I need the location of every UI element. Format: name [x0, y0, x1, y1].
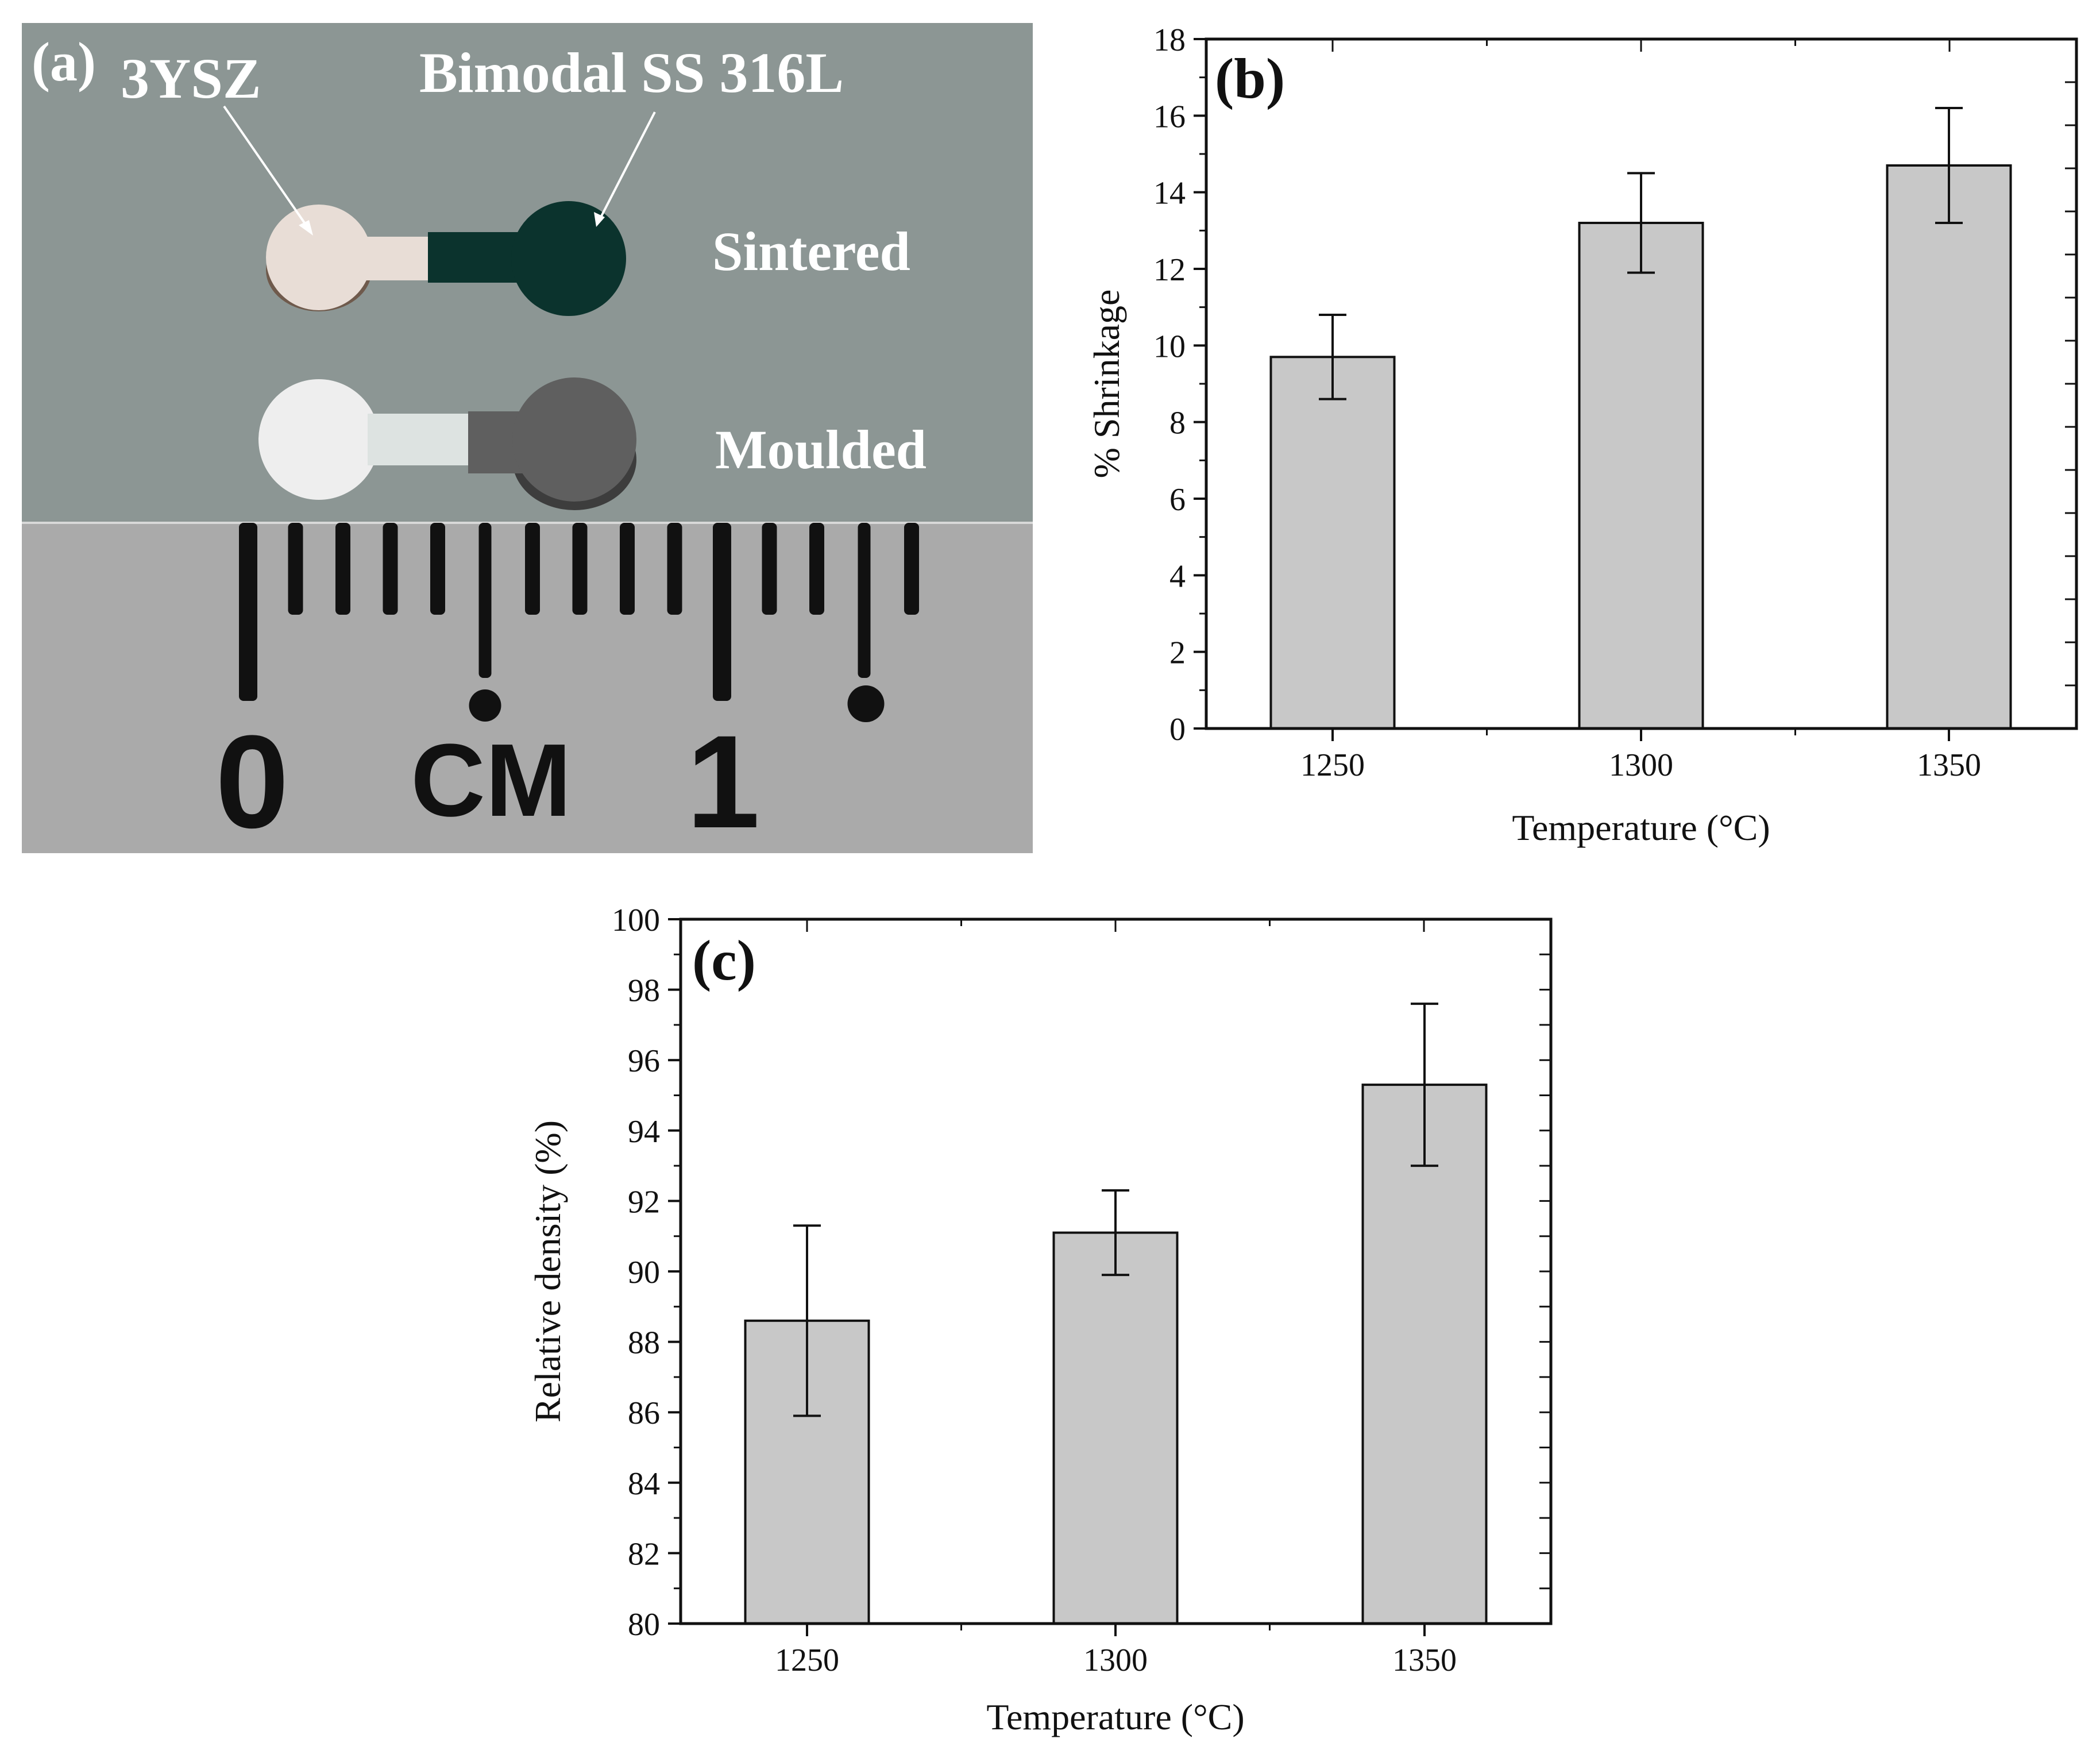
chart-b-ytick-labels: 0 2 4 6 8 10 12 14 16 18 — [1153, 22, 1186, 747]
label-moulded: Moulded — [715, 419, 927, 480]
chart-c-ytick-label: 96 — [628, 1043, 660, 1079]
ruler-tick — [525, 523, 540, 615]
chart-c-relative-density: 80 82 84 86 88 90 92 94 96 98 100 1250 1300 1350 (c)… — [527, 903, 1553, 1737]
chart-b-panel-label: (b) — [1215, 47, 1285, 110]
chart-b-xtick-label-1300: 1300 — [1609, 747, 1673, 783]
chart-b-ytick-label: 8 — [1169, 406, 1186, 441]
chart-c-xtick-label-1250: 1250 — [775, 1643, 839, 1678]
ruler-tick — [620, 523, 635, 615]
chart-c-error-bars — [793, 1003, 1438, 1417]
moulded-zirconia-head — [258, 379, 379, 500]
label-bimodal-ss-316l: Bimodal SS 316L — [419, 41, 844, 105]
ruler-tick — [239, 523, 257, 701]
ruler-dot — [847, 685, 885, 722]
chart-b-ytick-label: 6 — [1169, 482, 1186, 518]
chart-b-ytick-label: 0 — [1169, 712, 1186, 747]
ruler-tick — [762, 523, 777, 615]
arrow-3ysz-head — [299, 220, 313, 236]
chart-c-ytick-label: 92 — [628, 1184, 660, 1220]
arrow-3ysz — [223, 105, 308, 228]
chart-c-ytick-label: 80 — [628, 1607, 660, 1643]
ruler-tick — [383, 523, 398, 615]
ruler-tick — [478, 523, 492, 678]
ruler-tick — [288, 523, 303, 615]
chart-b-xtick-labels: 1250 1300 1350 — [1300, 747, 1981, 783]
chart-b-ytick-label: 16 — [1153, 99, 1186, 134]
chart-c-ytick-labels: 80 82 84 86 88 90 92 94 96 98 100 — [612, 903, 660, 1643]
ruler-tick — [430, 523, 445, 615]
sintered-sample — [266, 201, 626, 316]
label-sintered: Sintered — [712, 221, 910, 282]
sintered-steel-head — [511, 201, 626, 316]
chart-b-bar-1300 — [1578, 222, 1704, 730]
ruler-tick — [572, 523, 588, 615]
panel-a-photo: (a) 3YSZ Bimodal SS 316L Sintered Moulde… — [22, 23, 1033, 855]
arrow-ss-head — [594, 212, 605, 227]
ruler-marks — [239, 523, 919, 722]
chart-c-xtick-labels: 1250 1300 1350 — [775, 1643, 1457, 1678]
chart-b-bar-1350 — [1886, 164, 2012, 730]
chart-c-ytick-label: 100 — [612, 903, 660, 938]
chart-b-ticks — [1194, 38, 2076, 741]
ruler-label-cm: CM — [411, 723, 572, 838]
label-3ysz: 3YSZ — [121, 47, 261, 110]
chart-c-ytick-label: 88 — [628, 1325, 660, 1361]
ruler-label-zero: 0 — [215, 708, 289, 855]
moulded-sample — [258, 377, 636, 510]
sintered-zirconia-neck — [356, 237, 431, 280]
chart-b-bar-1250 — [1269, 356, 1396, 730]
ruler-tick — [335, 523, 350, 615]
moulded-zirconia-neck — [368, 414, 471, 465]
chart-b-shrinkage: 0 2 4 6 8 10 12 14 16 18 1250 1300 1350 (b) Tempera… — [1086, 22, 2078, 848]
chart-b-xtick-label-1350: 1350 — [1917, 747, 1981, 783]
sintered-zirconia-head — [266, 205, 372, 310]
chart-c-ytick-label: 94 — [628, 1114, 660, 1150]
ruler-tick — [904, 523, 919, 615]
chart-c-ytick-label: 84 — [628, 1466, 660, 1502]
ruler-tick — [713, 523, 731, 701]
chart-b-x-axis-title: Temperature (°C) — [1512, 807, 1770, 848]
ruler-label-one: 1 — [686, 708, 760, 855]
ruler-tick — [667, 523, 682, 615]
chart-c-panel-label: (c) — [692, 928, 756, 992]
chart-c-ytick-label: 86 — [628, 1396, 660, 1431]
moulded-steel-head — [512, 377, 636, 502]
chart-c-xtick-label-1300: 1300 — [1083, 1643, 1148, 1678]
chart-c-bar-1350 — [1361, 1084, 1488, 1625]
chart-b-error-bars — [1319, 107, 1963, 400]
chart-c-ytick-label: 98 — [628, 973, 660, 1009]
ruler-tick — [809, 523, 824, 615]
chart-c-ytick-label: 90 — [628, 1255, 660, 1290]
chart-b-xtick-label-1250: 1250 — [1300, 747, 1365, 783]
chart-b-y-axis-title: % Shrinkage — [1086, 290, 1127, 479]
chart-c-y-axis-title: Relative density (%) — [527, 1120, 568, 1423]
chart-b-ytick-label: 14 — [1153, 176, 1186, 211]
chart-b-ytick-label: 4 — [1169, 558, 1186, 594]
panel-label-a: (a) — [32, 31, 96, 92]
arrow-ss — [599, 111, 656, 219]
chart-c-ticks — [668, 918, 1551, 1636]
chart-c-x-axis-title: Temperature (°C) — [986, 1697, 1244, 1737]
chart-c-ytick-label: 82 — [628, 1536, 660, 1572]
chart-b-ytick-label: 10 — [1153, 329, 1186, 364]
ruler-dot-half-cm — [469, 689, 501, 722]
chart-b-ytick-label: 18 — [1153, 22, 1186, 58]
chart-b-ytick-label: 12 — [1153, 252, 1186, 288]
chart-b-ytick-label: 2 — [1169, 635, 1186, 671]
chart-c-bar-1300 — [1052, 1231, 1179, 1625]
chart-c-xtick-label-1350: 1350 — [1392, 1643, 1457, 1678]
ruler-tick — [858, 523, 871, 678]
chart-c-bars — [744, 1084, 1488, 1625]
